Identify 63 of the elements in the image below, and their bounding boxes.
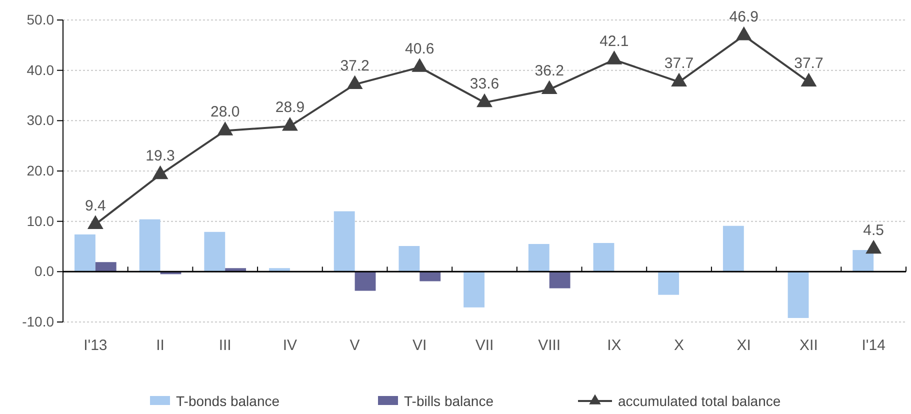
point [282,117,298,131]
bar [852,250,874,272]
x-tick-label: IX [607,337,622,354]
x-tick-label: XI [736,337,751,354]
bar [398,246,420,272]
data-label: 19.3 [146,148,175,165]
bar [334,211,355,272]
data-label: 37.7 [794,54,824,72]
x-tick-label: III [218,337,232,354]
bar [528,244,550,272]
data-label: 33.6 [470,76,500,93]
point [541,80,558,94]
point [412,58,428,72]
y-tick-label: 30.0 [26,112,54,128]
bar [95,262,116,272]
bar [658,272,680,295]
point [800,72,817,87]
bar [549,272,570,288]
data-label: 36.2 [534,62,564,80]
y-tick-label: -10.0 [22,313,54,330]
data-label: 28.0 [210,104,240,121]
x-tick-label: XII [800,337,818,354]
x-tick-label: II [156,337,164,354]
bar [593,242,614,272]
data-label: 37.2 [340,57,370,74]
x-tick-label: VI [412,337,427,354]
bar [788,272,809,318]
x-tick-label: V [350,337,360,354]
data-label: 42.1 [600,32,629,50]
y-tick-label: 50.0 [26,11,54,28]
x-tick-label: I'13 [84,337,108,354]
legend-label: T-bonds balance [176,393,280,409]
y-tick-label: 10.0 [26,212,54,229]
x-tick-label: X [674,337,684,354]
point [152,165,168,180]
point [217,122,234,136]
bar [722,226,744,272]
data-label: 28.9 [275,99,305,116]
data-label: 46.9 [729,8,758,26]
legend-label: accumulated total balance [618,393,781,409]
data-label: 37.7 [664,54,694,72]
point [736,26,752,40]
x-tick-label: IV [282,337,298,354]
point [87,215,104,229]
data-label: 9.4 [84,197,106,214]
bar [464,272,484,308]
point [606,50,622,64]
y-tick-label: 0.0 [34,263,54,280]
x-tick-label: VII [475,337,494,354]
point [476,93,492,108]
bar [74,234,96,272]
data-label: 4.5 [863,222,884,240]
x-tick-label: VIII [538,337,561,354]
x-tick-label: I'14 [862,337,886,354]
legend-label: T-bills balance [404,393,494,409]
bar [139,219,160,272]
point [671,72,688,87]
point [346,75,363,90]
y-tick-label: 40.0 [26,62,54,78]
bar [204,232,226,272]
bar [354,272,376,291]
y-tick-label: 20.0 [26,162,54,178]
data-label: 40.6 [405,40,434,58]
